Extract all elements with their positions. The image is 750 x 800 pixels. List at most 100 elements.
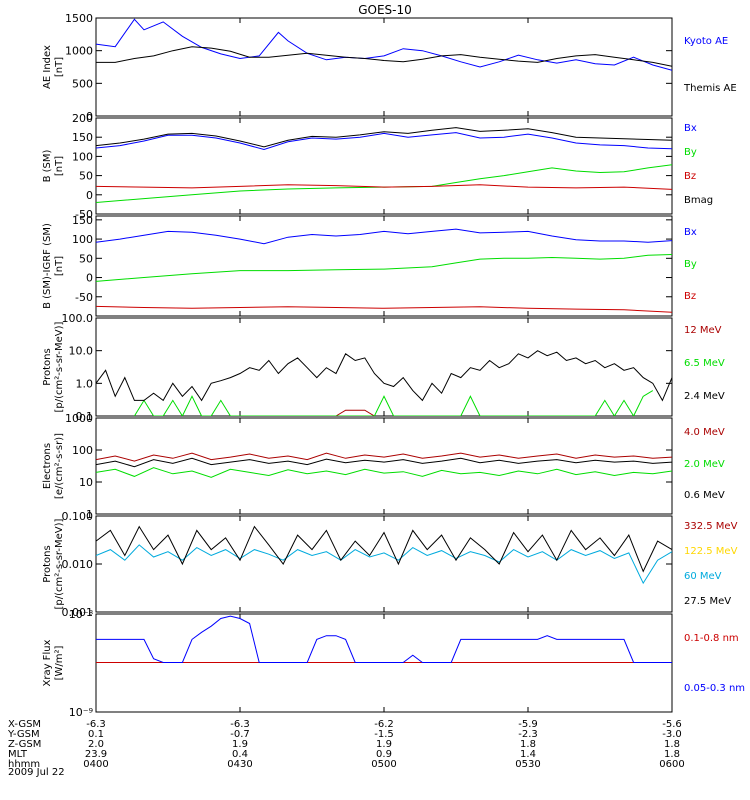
ephemeris-value: 1.9 <box>376 739 392 750</box>
date-label: 2009 Jul 22 <box>8 767 65 778</box>
ephemeris-value: 1.4 <box>520 749 536 760</box>
y-tick-label: 1 <box>86 508 93 521</box>
series-line-2-4-mev <box>96 350 672 402</box>
series-line-bz <box>96 184 672 190</box>
y-axis-label: AE Index <box>42 45 53 89</box>
legend-label: Bz <box>684 171 696 182</box>
series-line-kyoto-ae <box>96 18 672 71</box>
panels-group: 0 500 1000 1500 AE Index [nT] Kyoto AE Themis A… <box>42 12 745 719</box>
series-line-12-mev <box>335 409 375 416</box>
panel-1: 0 500 1000 1500 AE Index [nT] Kyoto AE Themis A… <box>42 12 737 123</box>
y-axis-label: [nT] <box>54 256 65 276</box>
series-line-6-5-mev <box>133 390 654 416</box>
ephemeris-value: -2.3 <box>518 729 538 740</box>
ephemeris-row-label: Y-GSM <box>7 729 40 740</box>
y-tick-label: 0.001 <box>62 606 94 619</box>
figure-title: GOES-10 <box>358 3 412 17</box>
y-tick-label: 1.0 <box>76 377 94 390</box>
panel-frame <box>95 317 673 417</box>
ephemeris-value: 0500 <box>371 759 396 770</box>
series-line-0-6-mev <box>96 457 672 468</box>
series-line-themis-ae <box>96 46 672 67</box>
y-tick-label: 1000 <box>65 45 93 58</box>
ephemeris-value: -5.6 <box>662 719 682 730</box>
y-tick-label: 10 <box>79 476 93 489</box>
y-axis-label: [p/(cm²-s-sr-MeV)] <box>54 321 65 412</box>
y-axis-label: Electrons <box>42 443 53 489</box>
panel-7: 10⁻⁹ 10⁻⁸ Xray Flux [W/m²] 0.1-0.8 nm 0.05-0.… <box>42 608 745 719</box>
ephemeris-value: 0.4 <box>232 749 248 760</box>
panel-3: -50 0 50 100 150 B (SM)-IGRF (SM) [nT] Bx By Bz <box>42 214 697 317</box>
y-tick-label: 150 <box>72 214 93 227</box>
panel-6: 0.001 0.010 0.100 Protons [p/(cm²-s-sr-MeV)]… <box>42 510 738 619</box>
legend-label: Themis AE <box>683 83 737 94</box>
ephemeris-value: 1.9 <box>232 739 248 750</box>
legend-label: Bx <box>684 123 697 134</box>
legend-label: By <box>684 259 697 270</box>
y-tick-label: 100 <box>72 150 93 163</box>
panel-4: 0.1 1.0 10.0 100.0 Protons [p/(cm²-s-sr-MeV)]… <box>42 312 725 423</box>
ephemeris-value: 0530 <box>515 759 540 770</box>
legend-label: Kyoto AE <box>684 36 728 47</box>
y-tick-label: 0.100 <box>62 510 94 523</box>
ephemeris-value: -6.3 <box>230 719 250 730</box>
ephemeris-value: 0600 <box>659 759 684 770</box>
y-tick-label: 200 <box>72 112 93 125</box>
y-tick-label: -50 <box>75 291 93 304</box>
ephemeris-value: -3.0 <box>662 729 682 740</box>
panel-5: 1 10 100 1000 Electrons [e/(cm²-s-sr)] 4.0 MeV… <box>42 412 725 521</box>
series-line-bz <box>96 305 672 313</box>
panel-2: -50 0 50 100 150 200 B (SM) [nT] Bx By Bz Bmag <box>42 112 713 221</box>
y-tick-label: 0.1 <box>76 410 94 423</box>
ephemeris-row-label: MLT <box>8 749 28 760</box>
y-tick-label: 10.0 <box>69 345 94 358</box>
ephemeris-row-label: hhmm <box>8 759 40 770</box>
y-tick-label: 100 <box>72 444 93 457</box>
legend-label: 0.05-0.3 nm <box>684 683 745 694</box>
ephemeris-value: 0400 <box>83 759 108 770</box>
y-tick-label: 10⁻⁸ <box>69 608 94 621</box>
y-tick-label: 1500 <box>65 12 93 25</box>
y-tick-label: 100 <box>72 233 93 246</box>
legend-label: 122.5 MeV <box>684 546 738 557</box>
ephemeris-value: 1.8 <box>664 749 680 760</box>
ephemeris-value: 0430 <box>227 759 252 770</box>
y-tick-label: 10⁻⁹ <box>69 706 93 719</box>
ephemeris-value: 23.9 <box>85 749 107 760</box>
y-axis-label: Xray Flux <box>42 639 53 686</box>
y-tick-label: -50 <box>75 208 93 221</box>
ephemeris-value: -6.2 <box>374 719 394 730</box>
legend-label: Bz <box>684 291 696 302</box>
y-tick-label: 500 <box>72 77 93 90</box>
series-line-bx <box>96 228 672 245</box>
series-line-4-0-mev <box>96 452 672 462</box>
legend-label: 2.4 MeV <box>684 391 725 402</box>
legend-label: 0.1-0.8 nm <box>684 633 739 644</box>
y-axis-label: [nT] <box>54 156 65 176</box>
y-axis-label: Protons <box>42 348 53 385</box>
y-tick-label: 50 <box>79 252 93 265</box>
ephemeris-value: 2.0 <box>88 739 104 750</box>
ephemeris-value: 1.8 <box>664 739 680 750</box>
panel-frame <box>95 117 673 215</box>
series-line-60-mev <box>96 544 672 585</box>
legend-label: Bmag <box>684 195 713 206</box>
y-tick-label: 150 <box>72 131 93 144</box>
series-line-by <box>96 254 672 282</box>
ephemeris-value: 1.8 <box>520 739 536 750</box>
series-line-27-5-mev <box>96 525 672 573</box>
legend-label: 2.0 MeV <box>684 459 725 470</box>
ephemeris-value: 0.9 <box>376 749 392 760</box>
legend-label: 12 MeV <box>684 325 722 336</box>
ephemeris-row-label: Z-GSM <box>8 739 41 750</box>
y-tick-label: 0 <box>86 189 93 202</box>
y-axis-label: B (SM)-IGRF (SM) <box>42 223 53 309</box>
legend-label: 60 MeV <box>684 571 722 582</box>
ephemeris-value: 0.1 <box>88 729 104 740</box>
legend-label: 4.0 MeV <box>684 427 725 438</box>
series-line-2-0-mev <box>96 467 672 478</box>
ephemeris-value: -1.5 <box>374 729 394 740</box>
y-tick-label: 100.0 <box>62 312 94 325</box>
panel-frame <box>95 17 673 117</box>
